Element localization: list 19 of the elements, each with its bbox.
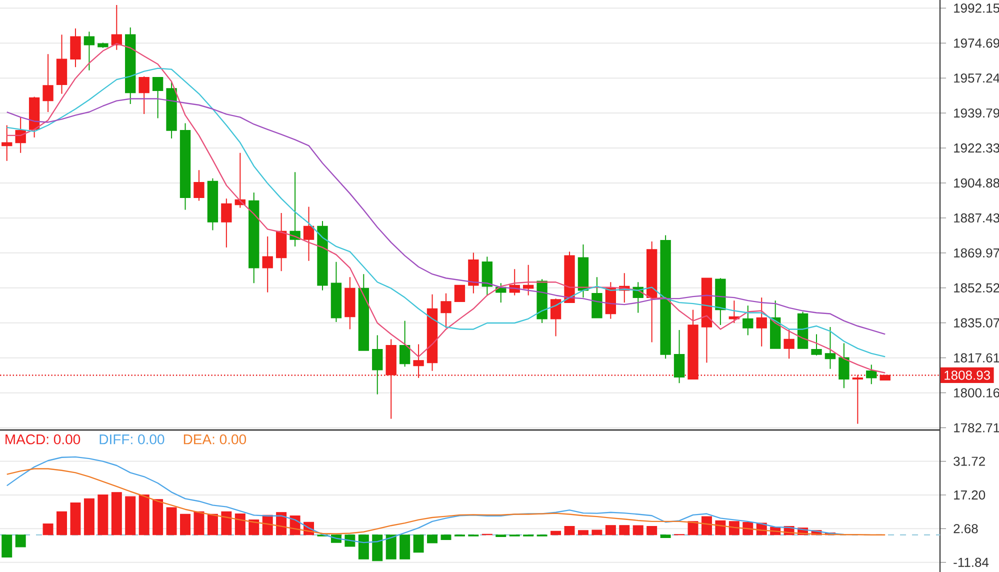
y-tick-label: 1817.61 [954, 353, 999, 362]
y-tick-label: 1904.88 [954, 178, 999, 188]
text: MACD: 0.00 [6, 434, 80, 444]
text: DEA: 0.00 [184, 434, 246, 444]
y-tick-label: 1974.69 [954, 38, 999, 48]
y-tick-label: 1869.97 [954, 248, 999, 258]
ref-line-label: 1808.93 [944, 370, 990, 380]
y-tick-label: 31.72 [954, 456, 985, 466]
y-tick-label: 17.20 [954, 490, 986, 500]
y-tick-label: -11.84 [954, 558, 989, 567]
y-tick-label: 1782.71 [954, 423, 999, 432]
y-tick-label: 1922.33 [954, 143, 999, 153]
y-tick-label: 1800.16 [954, 388, 999, 398]
series-label: DIFF: 0.00 [100, 434, 164, 444]
y-tick-label: 2.68 [954, 524, 978, 534]
y-tick-label: 1835.07 [954, 318, 999, 328]
y-tick-label: 1887.43 [954, 213, 999, 223]
y-tick-label: 1939.79 [954, 108, 999, 118]
y-tick-label: 1852.52 [954, 283, 999, 292]
